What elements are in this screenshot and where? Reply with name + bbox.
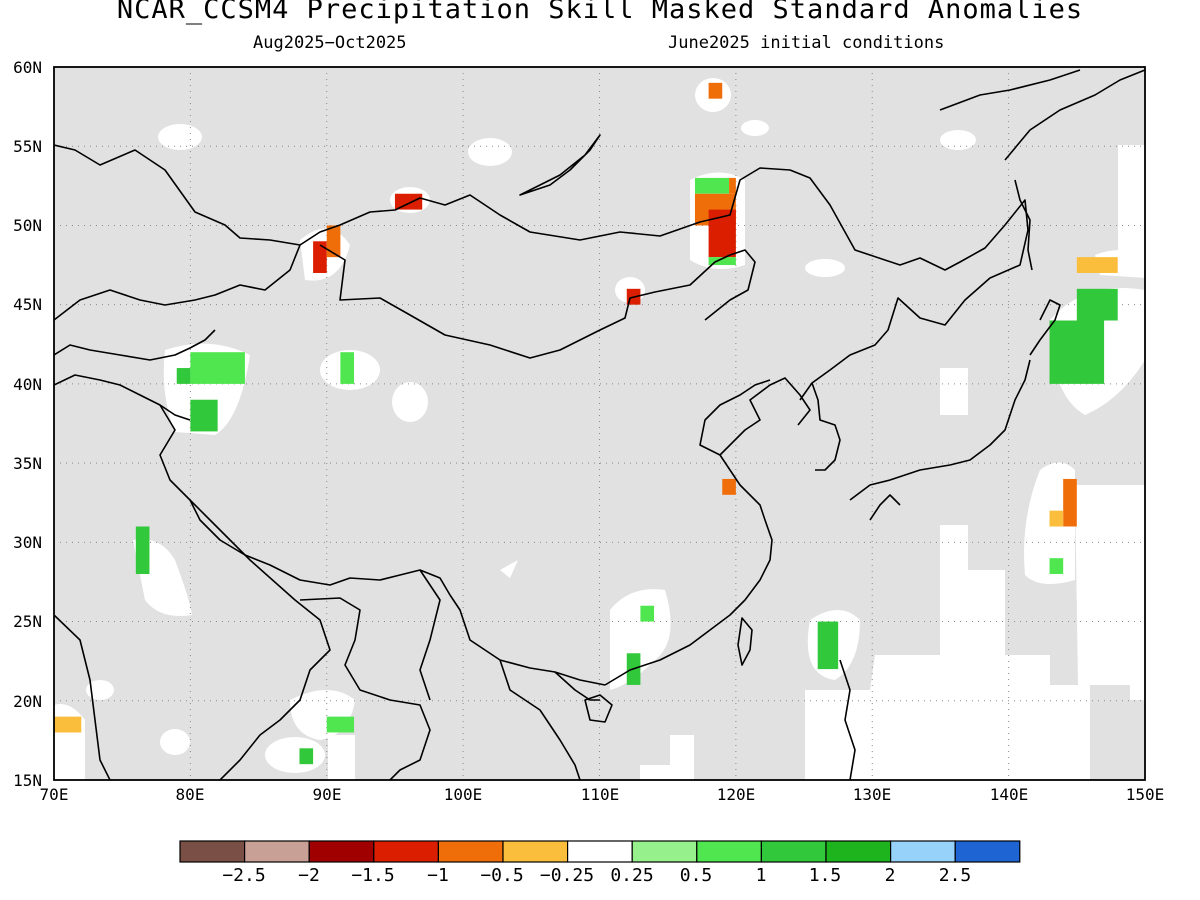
lat-tick-label: 20N bbox=[13, 692, 42, 711]
colorbar-swatch bbox=[760, 840, 827, 863]
anomaly-cell bbox=[313, 241, 327, 273]
anomaly-cell bbox=[394, 193, 423, 210]
lat-tick-label: 30N bbox=[13, 533, 42, 552]
anomaly-cell bbox=[190, 399, 218, 432]
colorbar-swatch bbox=[631, 840, 698, 863]
lon-tick-label: 130E bbox=[853, 785, 892, 804]
season-subtitle: Aug2025−Oct2025 bbox=[253, 33, 407, 53]
lat-tick-label: 35N bbox=[13, 454, 42, 473]
anomaly-cell bbox=[1049, 558, 1064, 575]
latitude-axis: 15N 20N 25N 30N 35N 40N 45N 50N 55N 60N bbox=[13, 58, 42, 790]
anomaly-cell bbox=[1049, 320, 1105, 384]
colorbar-swatch bbox=[179, 840, 246, 863]
anomaly-cell bbox=[708, 257, 736, 266]
lon-tick-label: 100E bbox=[444, 785, 483, 804]
anomaly-cell bbox=[340, 352, 355, 384]
map-gridlines bbox=[54, 67, 1145, 780]
colorbar-swatch bbox=[954, 840, 1021, 863]
colorbar-swatch bbox=[244, 840, 310, 863]
lat-tick-label: 25N bbox=[13, 612, 42, 631]
anomaly-cell bbox=[135, 526, 150, 575]
plot-frame bbox=[53, 66, 1146, 781]
lon-tick-label: 90E bbox=[313, 785, 342, 804]
colorbar-label: 1 bbox=[756, 865, 767, 886]
colorbar-swatch bbox=[696, 840, 762, 863]
anomaly-cell bbox=[817, 621, 839, 670]
anomaly-cell bbox=[708, 82, 723, 99]
anomaly-cell bbox=[326, 716, 355, 733]
anomaly-cell bbox=[729, 177, 736, 194]
colorbar-label: −2.5 bbox=[222, 865, 265, 886]
colorbar-label: 0.5 bbox=[680, 865, 713, 886]
anomaly-cell bbox=[1063, 478, 1077, 527]
lat-tick-label: 45N bbox=[13, 295, 42, 314]
anomaly-cell bbox=[176, 368, 191, 384]
lat-tick-label: 15N bbox=[13, 771, 42, 790]
initial-conditions-subtitle: June2025 initial conditions bbox=[668, 33, 945, 53]
colorbar-swatch bbox=[502, 840, 569, 863]
longitude-axis: 70E 80E 90E 100E 110E 120E 130E 140E 150… bbox=[40, 785, 1165, 804]
country-borders bbox=[54, 69, 1145, 780]
anomaly-cell bbox=[694, 177, 730, 194]
lon-tick-label: 80E bbox=[176, 785, 205, 804]
anomaly-cell bbox=[722, 478, 736, 495]
colorbar-label: −0.5 bbox=[480, 865, 523, 886]
lon-tick-label: 110E bbox=[581, 785, 620, 804]
lat-tick-label: 40N bbox=[13, 375, 42, 394]
colorbar-swatch bbox=[889, 840, 956, 863]
anomaly-cell bbox=[1076, 257, 1118, 273]
anomaly-cell bbox=[1049, 510, 1064, 527]
chart-title: NCAR_CCSM4 Precipitation Skill Masked St… bbox=[116, 0, 1084, 25]
colorbar-label: 1.5 bbox=[809, 865, 842, 886]
colorbar-label: 0.25 bbox=[610, 865, 653, 886]
colorbar-swatch bbox=[566, 840, 633, 863]
lon-tick-label: 140E bbox=[990, 785, 1029, 804]
anomaly-cell bbox=[640, 605, 655, 622]
colorbar-label: 2 bbox=[885, 865, 896, 886]
colorbar-label: −2 bbox=[298, 865, 320, 886]
colorbar-label: −1.5 bbox=[351, 865, 394, 886]
anomaly-cell bbox=[54, 716, 82, 733]
lon-tick-label: 150E bbox=[1126, 785, 1165, 804]
colorbar-swatch bbox=[308, 840, 375, 863]
lat-tick-label: 60N bbox=[13, 58, 42, 77]
anomaly-cell bbox=[190, 352, 245, 384]
lat-tick-label: 50N bbox=[13, 216, 42, 235]
colorbar-label: −0.25 bbox=[540, 865, 594, 886]
colorbar-labels: −2.5 −2 −1.5 −1 −0.5 −0.25 0.25 0.5 1 1.… bbox=[222, 865, 971, 886]
colorbar-label: −1 bbox=[427, 865, 449, 886]
colorbar bbox=[179, 840, 1021, 863]
colorbar-label: 2.5 bbox=[939, 865, 972, 886]
lon-tick-label: 70E bbox=[40, 785, 69, 804]
lon-tick-label: 120E bbox=[717, 785, 756, 804]
colorbar-swatch bbox=[825, 840, 892, 863]
anomaly-cell bbox=[299, 748, 314, 765]
lat-tick-label: 55N bbox=[13, 137, 42, 156]
anomaly-cell bbox=[326, 225, 341, 258]
colorbar-swatch bbox=[373, 840, 439, 863]
anomaly-cell bbox=[1076, 288, 1118, 321]
colorbar-swatch bbox=[437, 840, 504, 863]
